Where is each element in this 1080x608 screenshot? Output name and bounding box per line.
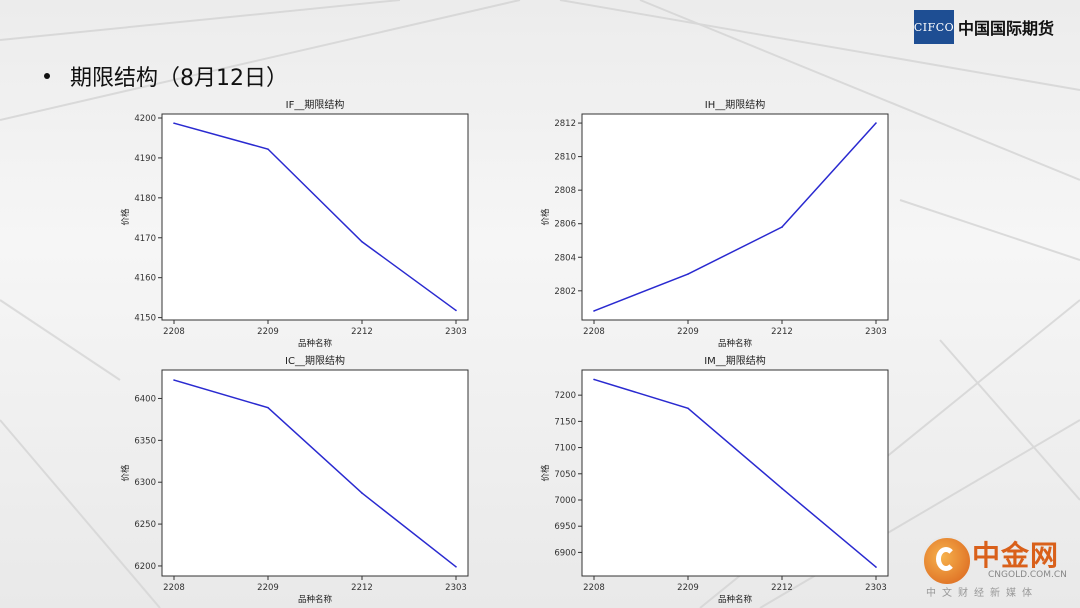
y-tick-label: 4160 <box>134 274 156 284</box>
data-point <box>455 565 457 568</box>
y-tick-label: 7050 <box>554 470 576 480</box>
data-point <box>593 310 595 312</box>
x-tick-label: 2209 <box>257 327 279 337</box>
x-tick-label: 2212 <box>771 583 793 593</box>
y-tick-label: 6200 <box>134 562 156 572</box>
y-tick-label: 4200 <box>134 114 156 124</box>
data-point <box>781 487 783 490</box>
logo-name: 中国国际期货 <box>958 19 1055 38</box>
x-tick-label: 2303 <box>865 327 887 337</box>
chart-ic: IC__期限结构 6200 6250 6300 6350 6400 2208 2209 2212… <box>120 354 469 605</box>
y-tick-label: 2804 <box>554 253 576 263</box>
data-point <box>173 379 175 381</box>
data-point <box>361 492 363 494</box>
x-tick-label: 2303 <box>445 327 467 337</box>
y-tick-label: 2806 <box>554 220 576 230</box>
series-line <box>593 378 877 568</box>
x-tick-label: 2208 <box>163 583 185 593</box>
y-axis-label: 价格 <box>120 208 131 226</box>
data-point <box>267 406 269 409</box>
series-line <box>593 122 877 312</box>
x-tick-label: 2208 <box>583 327 605 337</box>
x-tick-label: 2209 <box>677 583 699 593</box>
series-line <box>173 122 457 312</box>
x-tick-label: 2208 <box>163 327 185 337</box>
y-tick-label: 6350 <box>134 436 156 446</box>
y-tick-label: 6250 <box>134 520 156 530</box>
plot-area <box>581 113 889 321</box>
data-point <box>687 273 689 275</box>
y-tick-label: 7100 <box>554 444 576 454</box>
x-axis-label: 品种名称 <box>298 594 333 605</box>
y-axis-label: 价格 <box>540 208 551 226</box>
data-point <box>455 309 457 312</box>
x-tick-label: 2209 <box>257 583 279 593</box>
bullet-dot <box>44 73 50 79</box>
section-heading: 期限结构（8月12日） <box>44 60 288 92</box>
y-tick-label: 6900 <box>554 548 576 558</box>
y-axis-label: 价格 <box>540 464 551 482</box>
data-point <box>781 226 783 228</box>
y-tick-label: 7150 <box>554 417 576 427</box>
watermark-brand: 中金网 <box>972 539 1060 572</box>
data-point <box>361 240 363 243</box>
watermark-url: CNGOLD.COM.CN <box>988 570 1067 580</box>
plot-area <box>581 369 889 577</box>
y-tick-label: 7200 <box>554 391 576 401</box>
chart-if: IF__期限结构 4150 4160 4170 4180 4190 4200 2208 2209… <box>120 98 469 349</box>
chart-title: IM__期限结构 <box>704 354 766 367</box>
x-axis-label: 品种名称 <box>298 338 333 349</box>
y-tick-label: 6950 <box>554 522 576 532</box>
y-tick-label: 4190 <box>134 154 156 164</box>
heading-text: 期限结构（8月12日） <box>70 66 288 91</box>
y-tick-label: 2808 <box>554 186 576 196</box>
cngold-watermark: 中金网 CNGOLD.COM.CN 中文财经新媒体 <box>922 534 1072 600</box>
y-tick-label: 4180 <box>134 194 156 204</box>
y-tick-label: 7000 <box>554 496 576 506</box>
y-tick-label: 4170 <box>134 234 156 244</box>
x-tick-label: 2212 <box>771 327 793 337</box>
cngold-logo-icon <box>922 536 972 586</box>
x-tick-label: 2208 <box>583 583 605 593</box>
data-point <box>687 407 689 410</box>
watermark-tagline: 中文财经新媒体 <box>926 588 1038 599</box>
x-tick-label: 2212 <box>351 327 373 337</box>
company-logo: CIFCO 中国国际期货 <box>914 10 1054 44</box>
y-axis-label: 价格 <box>120 464 131 482</box>
logo-box: CIFCO <box>914 10 954 44</box>
plot-area <box>161 113 469 321</box>
data-point <box>875 566 877 568</box>
plot-area <box>161 369 469 577</box>
y-tick-label: 4150 <box>134 314 156 324</box>
y-tick-label: 6300 <box>134 478 156 488</box>
chart-ih: IH__期限结构 2802 2804 2806 2808 2810 2812 2208 2209… <box>540 98 889 349</box>
y-tick-label: 2802 <box>554 287 576 297</box>
y-tick-label: 2812 <box>554 119 576 129</box>
data-point <box>267 148 269 150</box>
data-point <box>593 378 595 381</box>
y-tick-label: 6400 <box>134 394 156 404</box>
x-tick-label: 2303 <box>445 583 467 593</box>
chart-title: IF__期限结构 <box>286 98 345 111</box>
data-point <box>173 122 175 124</box>
series-line <box>173 379 457 568</box>
y-tick-label: 2810 <box>554 153 576 163</box>
chart-title: IH__期限结构 <box>705 98 765 111</box>
x-tick-label: 2209 <box>677 327 699 337</box>
x-tick-label: 2303 <box>865 583 887 593</box>
data-point <box>875 122 877 124</box>
chart-title: IC__期限结构 <box>285 354 345 367</box>
x-axis-label: 品种名称 <box>718 594 753 605</box>
x-axis-label: 品种名称 <box>718 338 753 349</box>
chart-im: IM__期限结构 6900 6950 7000 7050 7100 7150 7200 2208… <box>540 354 889 605</box>
x-tick-label: 2212 <box>351 583 373 593</box>
